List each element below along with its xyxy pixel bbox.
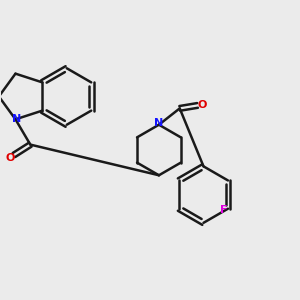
Text: N: N xyxy=(154,118,164,128)
Text: F: F xyxy=(220,205,227,215)
Text: O: O xyxy=(6,153,15,163)
Text: N: N xyxy=(12,114,22,124)
Text: O: O xyxy=(197,100,207,110)
